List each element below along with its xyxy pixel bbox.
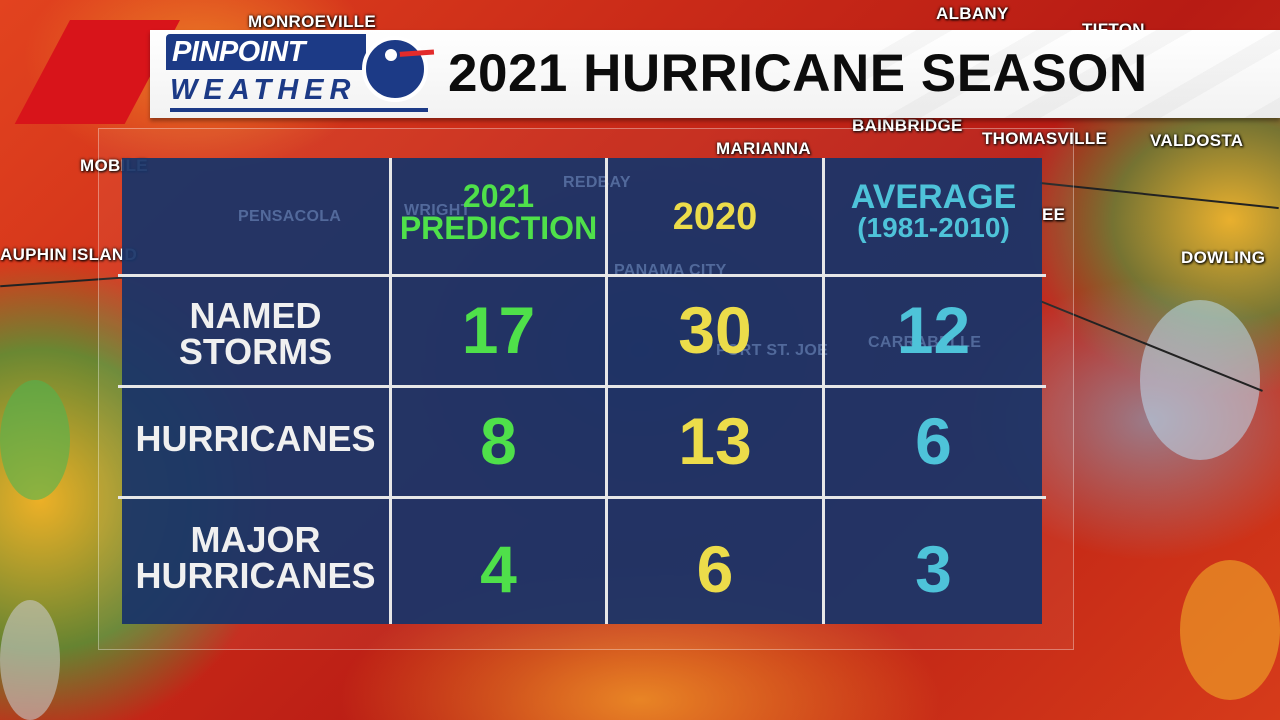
value-hurricanes-2020: 13 bbox=[678, 404, 752, 478]
city-label-wright: WRIGHT bbox=[404, 202, 471, 219]
row-label-major-hurricanes: MAJOR HURRICANES bbox=[122, 522, 389, 594]
radar-green-area bbox=[0, 380, 70, 500]
city-label-panama-city: PANAMA CITY bbox=[614, 262, 727, 279]
logo-bottom-word: WEATHER bbox=[170, 74, 357, 106]
city-label-dowling: DOWLING bbox=[1181, 248, 1266, 267]
city-label-tallahassee-fragment: EE bbox=[1042, 205, 1066, 224]
table-divider bbox=[605, 158, 608, 624]
row-label-named-storms: NAMED STORMS bbox=[122, 298, 389, 370]
city-label-redbay: REDBAY bbox=[563, 174, 631, 191]
radar-gray-area bbox=[0, 600, 60, 720]
column-header-line: 2021 bbox=[462, 178, 535, 214]
row-label-line: MAJOR bbox=[190, 519, 321, 560]
table-divider bbox=[822, 158, 825, 624]
title-bar-sheen bbox=[860, 30, 1280, 118]
column-header-average: AVERAGE (1981-2010) bbox=[825, 180, 1042, 242]
city-label-marianna: MARIANNA bbox=[716, 139, 811, 158]
column-header-prediction: 2021 PREDICTION bbox=[392, 180, 605, 244]
city-label-thomasville: THOMASVILLE bbox=[982, 129, 1108, 148]
page-title: 2021 HURRICANE SEASON bbox=[448, 44, 1148, 103]
row-label-line: STORMS bbox=[178, 331, 333, 372]
logo-top-word: PINPOINT bbox=[166, 34, 366, 70]
value-named-storms-2021: 17 bbox=[461, 293, 536, 367]
value-named-storms-2020: 30 bbox=[678, 293, 752, 367]
city-label-monroeville: MONROEVILLE bbox=[248, 12, 376, 31]
radar-light-area bbox=[1140, 300, 1260, 460]
column-header-2020: 2020 bbox=[608, 198, 822, 236]
title-bar bbox=[150, 30, 1280, 118]
pinpoint-weather-logo: PINPOINT WEATHER bbox=[166, 34, 435, 114]
city-label-port-st-joe: PORT ST. JOE bbox=[716, 342, 829, 359]
city-label-dauphin-island: AUPHIN ISLAND bbox=[0, 245, 138, 264]
city-label-bainbridge: BAINBRIDGE bbox=[852, 116, 963, 135]
city-label-pensacola: PENSACOLA bbox=[238, 208, 342, 225]
column-header-line: PREDICTION bbox=[399, 210, 598, 246]
city-label-albany: ALBANY bbox=[936, 4, 1009, 23]
value-named-storms-average: 12 bbox=[896, 293, 971, 367]
table-divider bbox=[118, 274, 1046, 277]
row-label-line: HURRICANES bbox=[135, 418, 376, 459]
value-major-hurricanes-2020: 6 bbox=[696, 532, 734, 606]
column-header-line: AVERAGE bbox=[850, 178, 1017, 216]
value-hurricanes-average: 6 bbox=[915, 404, 952, 478]
city-label-carrabelle: CARRABELLE bbox=[868, 334, 982, 351]
value-major-hurricanes-average: 3 bbox=[915, 532, 952, 606]
row-label-line: NAMED bbox=[189, 295, 322, 336]
table-divider bbox=[118, 496, 1046, 499]
value-major-hurricanes-2021: 4 bbox=[480, 532, 517, 606]
logo-underline bbox=[170, 108, 428, 112]
table-divider bbox=[118, 385, 1046, 388]
logo-dial-center-icon bbox=[382, 46, 400, 64]
row-label-line: HURRICANES bbox=[135, 555, 376, 596]
row-label-hurricanes: HURRICANES bbox=[122, 421, 389, 457]
city-label-valdosta: VALDOSTA bbox=[1150, 131, 1244, 150]
stats-table bbox=[122, 158, 1042, 624]
column-header-line: 2020 bbox=[672, 196, 758, 238]
value-hurricanes-2021: 8 bbox=[480, 404, 517, 478]
column-header-line: (1981-2010) bbox=[857, 212, 1010, 243]
table-divider bbox=[389, 158, 392, 624]
radar-yellow-area bbox=[1180, 560, 1280, 700]
